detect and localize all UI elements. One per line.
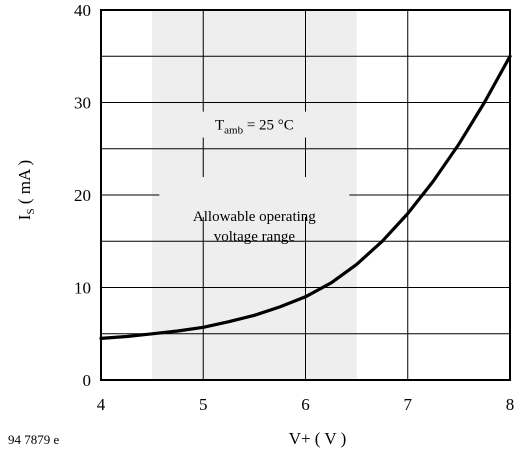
labels-layer: 4 5 6 7 8 0 10 20 30 40 (74, 1, 514, 414)
y-axis-title-subscript: S (25, 208, 37, 214)
x-tick-label: 5 (199, 395, 208, 414)
is-curve-line (99, 54, 512, 340)
x-tick-label: 8 (506, 395, 515, 414)
y-tick-label: 10 (74, 279, 91, 298)
annotation-background (199, 111, 310, 138)
y-axis-title-rest: ( mA ) (15, 160, 34, 209)
annotation-rest: = 25 °C (243, 118, 294, 134)
annotation-main: T (215, 118, 224, 134)
shaded-region-label-line-2: voltage range (214, 229, 296, 245)
x-tick-label: 7 (404, 395, 413, 414)
plot-frame (100, 9, 511, 381)
y-tick-label: 30 (74, 94, 91, 113)
x-tick-label: 6 (301, 395, 310, 414)
figure-code: 94 7879 e (8, 432, 60, 447)
temperature-annotation: Tamb = 25 °C (215, 118, 294, 137)
grid-layer (100, 9, 511, 381)
y-axis-title: IS ( mA ) (15, 160, 37, 220)
x-tick-label: 4 (97, 395, 106, 414)
y-tick-label: 20 (74, 186, 91, 205)
shaded-region-label-line-1: Allowable operating (193, 209, 316, 225)
y-tick-label: 0 (83, 371, 92, 390)
y-tick-label: 40 (74, 1, 91, 20)
annotation-subscript: amb (224, 125, 243, 137)
y-axis-title-main: I (15, 214, 34, 220)
curve-layer (99, 54, 512, 340)
shaded-label-background (159, 177, 350, 217)
x-axis-title: V+ ( V ) (289, 429, 347, 448)
